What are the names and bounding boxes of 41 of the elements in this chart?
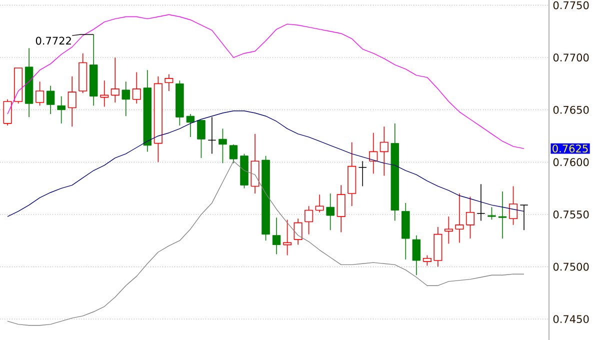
candlestick <box>488 206 496 220</box>
candlestick <box>122 81 130 117</box>
candlestick <box>110 57 120 103</box>
candlestick <box>132 72 141 104</box>
candlestick <box>315 194 324 213</box>
candlestick <box>358 160 367 187</box>
candlestick <box>498 191 507 239</box>
candlestick <box>466 196 474 239</box>
candlestick <box>36 81 44 106</box>
y-tick-label: 0.7650 <box>553 106 589 114</box>
candlestick <box>520 204 528 231</box>
candlestick <box>444 216 453 244</box>
candlestick <box>68 76 76 127</box>
candlestick <box>186 114 195 138</box>
candlestick <box>218 128 227 164</box>
candlestick <box>229 144 238 164</box>
candlestick <box>508 186 518 226</box>
candlestick <box>422 254 432 266</box>
text: 0.7625 <box>552 144 588 153</box>
candlestick <box>3 98 12 126</box>
candlestick <box>380 126 388 176</box>
y-tick-label: 0.7750 <box>553 1 589 10</box>
candlestick <box>455 193 464 244</box>
y-tick-label: 0.7550 <box>553 210 589 218</box>
candlestick <box>164 74 174 92</box>
candlestick <box>57 96 66 124</box>
candlestick <box>197 120 206 158</box>
y-tick-label: 0.7500 <box>553 262 589 271</box>
candlestick <box>46 85 55 114</box>
candlestick <box>304 206 314 235</box>
candlestick <box>476 184 486 222</box>
candlestick <box>294 218 302 246</box>
annotation: 0.7722 <box>36 36 71 45</box>
candlestick <box>369 132 378 174</box>
candlestick <box>272 217 281 255</box>
y-tick-label: 0.7700 <box>553 54 589 62</box>
candlestick <box>412 234 421 276</box>
y-tick-label: 0.7600 <box>553 158 589 166</box>
y-tick-label: 0.7450 <box>553 315 589 324</box>
candlestick <box>326 193 334 231</box>
candlestick <box>336 184 346 233</box>
